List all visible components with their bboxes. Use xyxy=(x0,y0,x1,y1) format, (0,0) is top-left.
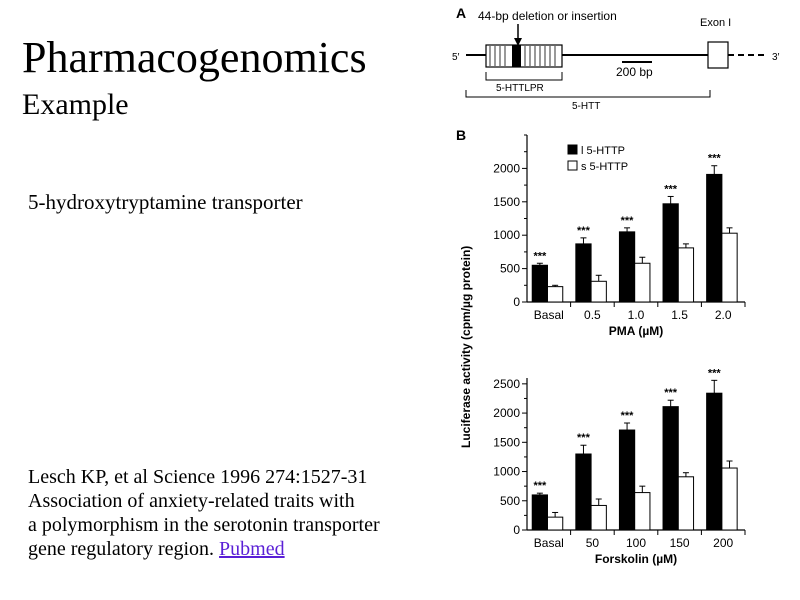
bar-l-allele xyxy=(575,243,592,303)
y-tick-label: 0 xyxy=(513,295,520,309)
x-tick-label: 150 xyxy=(670,536,690,550)
bar-l-allele xyxy=(662,203,679,303)
legend-label: s 5-HTTP xyxy=(581,161,628,173)
legend-swatch xyxy=(567,160,578,171)
scale-label: 200 bp xyxy=(616,65,653,79)
bar-s-allele xyxy=(546,516,564,531)
panel-b-label: B xyxy=(456,127,466,143)
bar-l-allele xyxy=(531,494,548,531)
x-tick-label: 1.0 xyxy=(628,308,645,322)
deletion-label: 44-bp deletion or insertion xyxy=(478,9,617,23)
bar-s-allele xyxy=(721,232,738,303)
panel-a-label: A xyxy=(456,5,466,21)
bar-s-allele xyxy=(590,504,607,531)
reference-line-3: a polymorphism in the serotonin transpor… xyxy=(28,514,380,536)
deletion-block xyxy=(512,45,521,67)
five-prime-label: 5′ xyxy=(452,52,460,63)
y-tick-label: 500 xyxy=(500,494,520,508)
x-tick-label: Basal xyxy=(534,536,564,550)
reference-line-4-text: gene regulatory region. xyxy=(28,538,220,560)
bar-s-allele xyxy=(721,467,738,531)
htt-label: 5-HTT xyxy=(572,101,600,112)
deletion-arrowhead xyxy=(514,38,522,46)
x-tick-label: 100 xyxy=(626,536,646,550)
bar-l-allele xyxy=(531,264,548,303)
significance-label: *** xyxy=(708,367,722,379)
httlpr-label: 5-HTTLPR xyxy=(496,83,544,94)
y-tick-label: 1000 xyxy=(493,465,520,479)
x-axis-label: PMA (µM) xyxy=(609,324,663,338)
slide-subtitle: Example xyxy=(22,88,129,121)
y-tick-label: 2000 xyxy=(493,161,520,175)
topic-text: 5-hydroxytryptamine transporter xyxy=(28,190,303,214)
significance-label: *** xyxy=(621,215,635,227)
significance-label: *** xyxy=(577,225,591,237)
significance-label: *** xyxy=(708,153,722,165)
bar-l-allele xyxy=(706,173,723,303)
significance-label: *** xyxy=(664,183,678,195)
chart-pma: 0 500 1000 1500 2000 Basal *** 0.5 *** 1.0 *** 1.5 *… xyxy=(493,134,746,338)
slide-title: Pharmacogenomics xyxy=(22,33,367,82)
bar-s-allele xyxy=(546,286,564,303)
legend-label: l 5-HTTP xyxy=(581,145,625,157)
y-tick-label: 1500 xyxy=(493,195,520,209)
significance-label: *** xyxy=(621,410,635,422)
panel-a: A 44-bp deletion or insertion Exon I 5′ … xyxy=(452,5,780,112)
y-tick-label: 2500 xyxy=(493,377,520,391)
httlpr-repeats xyxy=(489,46,556,66)
reference-line-2: Association of anxiety-related traits wi… xyxy=(28,490,355,512)
bar-s-allele xyxy=(634,492,651,531)
x-tick-label: 1.5 xyxy=(671,308,688,322)
exon-box xyxy=(707,41,729,69)
x-tick-label: 2.0 xyxy=(715,308,732,322)
bar-s-allele xyxy=(677,247,695,303)
x-tick-label: 200 xyxy=(713,536,733,550)
x-tick-label: 50 xyxy=(586,536,600,550)
significance-label: *** xyxy=(664,387,678,399)
significance-label: *** xyxy=(577,432,591,444)
exon-label: Exon I xyxy=(700,17,731,29)
y-tick-label: 500 xyxy=(500,262,520,276)
y-tick-label: 0 xyxy=(513,523,520,537)
bar-s-allele xyxy=(634,262,651,303)
bar-l-allele xyxy=(706,392,723,531)
panel-b: B Luciferase activity (cpm/µg protein) 0… xyxy=(456,127,746,566)
legend-swatch xyxy=(567,144,578,155)
y-tick-label: 2000 xyxy=(493,406,520,420)
x-axis-label: Forskolin (µM) xyxy=(595,552,677,566)
bar-s-allele xyxy=(677,476,695,531)
significance-label: *** xyxy=(533,250,547,262)
reference-line-4: gene regulatory region. Pubmed xyxy=(28,537,380,561)
three-prime-label: 3′ xyxy=(772,52,780,63)
y-tick-label: 1500 xyxy=(493,435,520,449)
y-tick-label: 1000 xyxy=(493,228,520,242)
bar-l-allele xyxy=(662,406,679,531)
x-tick-label: 0.5 xyxy=(584,308,601,322)
significance-label: *** xyxy=(533,480,547,492)
pubmed-link[interactable]: Pubmed xyxy=(219,538,285,560)
reference-block: Lesch KP, et al Science 1996 274:1527-31… xyxy=(28,465,380,561)
bar-l-allele xyxy=(618,231,636,303)
bar-s-allele xyxy=(590,280,607,303)
httlpr-box xyxy=(485,44,563,68)
htt-bracket xyxy=(465,90,711,98)
reference-line-1: Lesch KP, et al Science 1996 274:1527-31 xyxy=(28,466,368,488)
httlpr-bracket xyxy=(485,72,563,81)
bar-l-allele xyxy=(575,453,592,531)
y-axis-label: Luciferase activity (cpm/µg protein) xyxy=(459,246,473,448)
x-tick-label: Basal xyxy=(534,308,564,322)
bar-l-allele xyxy=(618,429,636,531)
chart-forskolin: 0 500 1000 1500 2000 2500 Basal *** 50 *** 100 *** 1… xyxy=(493,367,746,566)
